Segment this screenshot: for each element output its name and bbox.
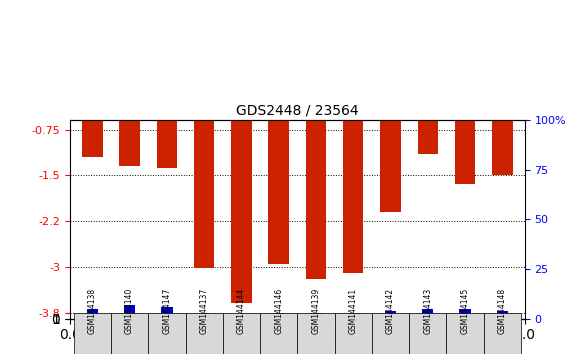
Bar (231, 84, 252, 303)
FancyBboxPatch shape (73, 313, 111, 354)
Bar (273, 313, 285, 319)
Bar (82, 84, 103, 157)
Text: GSM144138: GSM144138 (88, 288, 97, 334)
FancyBboxPatch shape (185, 313, 223, 354)
Bar (268, 84, 289, 264)
Bar (161, 307, 173, 319)
Text: GSM144147: GSM144147 (163, 287, 171, 334)
Text: GSM144146: GSM144146 (274, 287, 283, 334)
Title: GDS2448 / 23564: GDS2448 / 23564 (236, 104, 359, 118)
Text: GSM144139: GSM144139 (311, 287, 321, 334)
Bar (492, 84, 512, 175)
Text: GSM144144: GSM144144 (237, 287, 246, 334)
FancyBboxPatch shape (297, 313, 335, 354)
FancyBboxPatch shape (409, 313, 447, 354)
Bar (422, 309, 433, 319)
Text: GSM144137: GSM144137 (199, 287, 209, 334)
Bar (380, 84, 401, 212)
FancyBboxPatch shape (447, 313, 484, 354)
FancyBboxPatch shape (148, 313, 185, 354)
Bar (236, 315, 247, 319)
Text: GSM144140: GSM144140 (125, 287, 134, 334)
Bar (459, 309, 470, 319)
Bar (305, 84, 326, 279)
Bar (194, 84, 215, 268)
Bar (455, 84, 475, 184)
Bar (385, 311, 396, 319)
FancyBboxPatch shape (484, 313, 521, 354)
FancyBboxPatch shape (260, 313, 297, 354)
Bar (157, 84, 177, 168)
FancyBboxPatch shape (111, 313, 148, 354)
Bar (310, 313, 322, 319)
Bar (124, 306, 135, 319)
Bar (120, 84, 140, 166)
FancyBboxPatch shape (335, 313, 372, 354)
Bar (87, 309, 98, 319)
Bar (198, 313, 210, 319)
Bar (497, 311, 508, 319)
Text: GSM144145: GSM144145 (461, 287, 469, 334)
Bar (347, 313, 359, 319)
Text: GSM144143: GSM144143 (423, 287, 432, 334)
Text: GSM144141: GSM144141 (349, 288, 358, 334)
Text: GSM144148: GSM144148 (498, 288, 507, 334)
Bar (417, 84, 438, 154)
Text: GSM144142: GSM144142 (386, 288, 395, 334)
FancyBboxPatch shape (223, 313, 260, 354)
FancyBboxPatch shape (372, 313, 409, 354)
Bar (343, 84, 363, 273)
